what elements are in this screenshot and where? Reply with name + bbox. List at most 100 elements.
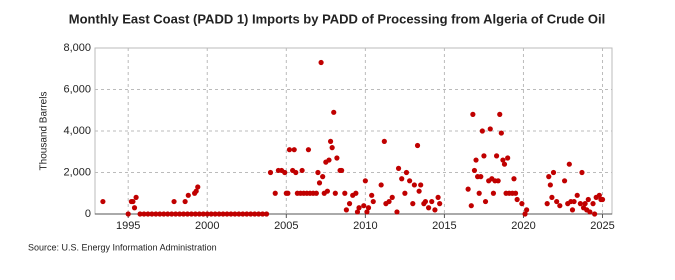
data-point [131,205,138,211]
x-tick-label: 2005 [274,220,298,232]
data-point [169,211,175,217]
data-point [381,138,387,144]
data-point [291,147,297,153]
data-point [579,169,585,176]
data-point [416,188,422,194]
data-point [470,111,476,117]
data-point [320,174,326,180]
data-point [334,155,340,161]
x-tick-label: 1995 [116,220,140,232]
data-point [599,196,606,203]
data-point [263,211,270,217]
data-point [425,205,432,211]
data-point [149,211,155,217]
data-point [481,153,487,159]
data-point [193,188,199,194]
y-tick-label: 6,000 [63,83,91,95]
data-point [282,169,288,176]
data-point [592,211,598,217]
data-point [596,192,602,198]
data-point [343,207,349,213]
data-point [389,194,395,200]
data-point [185,192,191,198]
data-point [184,211,191,217]
data-point [432,207,438,213]
data-point [435,194,441,200]
data-point [547,182,553,188]
data-point [414,142,421,149]
data-point [554,198,560,205]
data-point [342,190,348,196]
data-point [157,211,163,217]
data-point [422,198,429,205]
data-point [495,178,501,184]
data-point [196,211,202,217]
data-point [331,109,337,115]
data-point [173,211,179,217]
data-point [316,180,323,186]
y-tick-label: 2,000 [63,166,91,178]
data-point [590,201,596,207]
data-point [216,211,222,217]
data-point [244,211,250,217]
data-point [546,174,552,180]
data-point [361,203,367,209]
data-point [364,209,370,215]
data-point [259,211,266,217]
data-point [497,111,503,117]
data-point [437,201,443,207]
data-point [465,186,471,192]
data-point [353,190,359,196]
data-point [524,207,530,213]
data-point [514,196,520,203]
data-point [550,169,557,176]
data-point [478,174,484,180]
data-point [141,211,147,217]
data-point [240,211,246,217]
data-point [293,169,299,176]
data-point [411,182,417,188]
data-point [498,130,504,136]
data-point [161,211,167,217]
data-point [286,147,293,153]
data-point [410,201,416,207]
data-point [394,209,400,215]
data-point [473,157,479,163]
x-tick-label: 2010 [353,220,377,232]
x-tick-label: 2015 [432,220,456,232]
source-note: Source: U.S. Energy Information Administ… [28,242,217,252]
data-point [370,198,376,205]
data-point [585,196,591,203]
data-point [476,190,482,196]
data-point [402,190,408,196]
data-point [272,190,278,196]
data-point [429,198,435,205]
data-point [248,211,254,217]
data-point [133,194,139,200]
data-point [318,59,324,66]
data-point [362,178,368,184]
y-axis-label: Thousand Barrels [39,92,50,171]
data-point [137,211,143,217]
data-point [493,153,500,159]
data-point [418,182,424,188]
data-point [501,161,508,167]
data-point [471,167,478,174]
data-point [256,211,262,217]
data-point [512,190,519,196]
data-point [315,169,321,176]
data-point [482,198,489,205]
x-tick-label: 2000 [195,220,219,232]
data-point [329,145,335,151]
data-point [490,190,497,196]
data-point [378,182,384,188]
data-point [549,194,555,200]
data-point [403,169,410,176]
data-point [327,138,334,144]
data-point [587,209,593,215]
data-point [407,178,413,184]
data-point [399,176,405,182]
data-point [171,198,177,205]
data-point [224,211,230,217]
